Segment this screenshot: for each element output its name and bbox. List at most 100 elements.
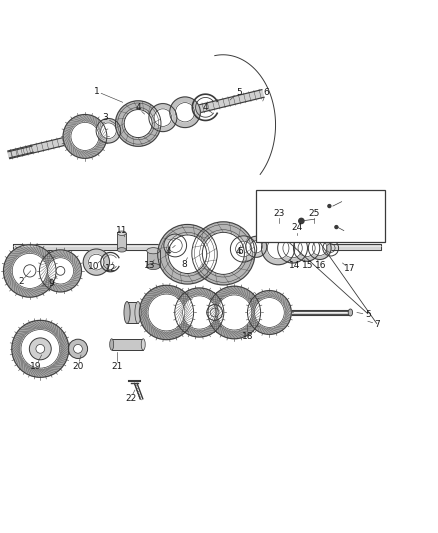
Polygon shape [308,237,331,260]
Polygon shape [88,254,104,270]
Circle shape [36,344,45,353]
Polygon shape [148,294,185,331]
Circle shape [56,266,65,275]
Polygon shape [12,253,47,288]
Ellipse shape [73,349,83,354]
Polygon shape [307,204,334,230]
Text: 22: 22 [125,394,136,403]
Text: 15: 15 [302,261,313,270]
Text: 11: 11 [116,226,127,235]
Polygon shape [139,285,194,340]
Polygon shape [149,103,177,132]
Text: 9: 9 [49,279,55,288]
Polygon shape [268,205,291,228]
Polygon shape [313,209,328,224]
Polygon shape [8,90,264,159]
Circle shape [299,219,304,223]
Polygon shape [202,232,244,274]
Polygon shape [312,241,327,255]
Ellipse shape [117,248,126,252]
Polygon shape [164,234,187,257]
Circle shape [327,204,332,208]
Ellipse shape [348,309,353,316]
Ellipse shape [147,248,160,254]
Polygon shape [254,297,284,327]
Polygon shape [21,329,60,368]
Bar [147,250,160,266]
Bar [112,339,143,350]
Text: 7: 7 [374,320,381,329]
Polygon shape [289,311,350,314]
Polygon shape [168,238,182,253]
Polygon shape [217,295,252,330]
Polygon shape [208,286,261,339]
Polygon shape [116,101,161,147]
Text: 3: 3 [102,113,108,122]
Polygon shape [207,304,223,320]
Polygon shape [246,236,267,257]
Polygon shape [8,146,34,158]
Ellipse shape [110,339,114,350]
Polygon shape [63,115,107,158]
Text: 16: 16 [315,261,326,270]
Polygon shape [124,110,152,138]
Polygon shape [175,288,224,337]
Polygon shape [168,235,207,273]
Text: 25: 25 [309,208,320,217]
Text: 10: 10 [88,262,100,271]
Polygon shape [298,239,315,257]
Text: 4: 4 [135,103,141,112]
Text: 2: 2 [18,277,24,286]
Polygon shape [210,308,219,317]
Circle shape [74,344,82,353]
Polygon shape [154,109,172,126]
Text: 4: 4 [236,247,241,256]
Text: 4: 4 [203,103,208,112]
Polygon shape [236,241,251,257]
Text: 19: 19 [30,362,42,371]
Polygon shape [261,231,295,265]
Polygon shape [278,233,307,263]
Polygon shape [293,235,320,261]
Ellipse shape [135,302,141,324]
Polygon shape [158,224,217,284]
Text: 21: 21 [112,362,123,371]
Ellipse shape [117,231,126,236]
Text: 24: 24 [291,223,303,232]
Polygon shape [96,118,120,143]
Text: 13: 13 [144,261,155,270]
Circle shape [24,265,36,277]
Text: 5: 5 [236,87,242,96]
Polygon shape [192,222,255,285]
Text: 14: 14 [289,261,300,270]
Polygon shape [267,237,289,259]
Circle shape [68,339,88,359]
Bar [117,233,126,250]
Polygon shape [183,296,216,329]
Text: 4: 4 [166,247,171,256]
Text: 17: 17 [344,264,355,273]
Polygon shape [39,250,81,292]
Polygon shape [127,310,350,314]
Polygon shape [170,97,200,127]
Bar [256,190,385,243]
Polygon shape [262,199,297,233]
Polygon shape [71,123,99,150]
Ellipse shape [147,263,160,270]
Circle shape [29,338,51,360]
Polygon shape [13,244,381,249]
Polygon shape [47,258,74,284]
Polygon shape [12,320,69,377]
Polygon shape [230,236,257,262]
Circle shape [334,225,339,229]
Text: 6: 6 [237,247,243,256]
Text: 5: 5 [365,310,371,319]
Polygon shape [100,123,116,139]
Polygon shape [4,245,56,297]
Text: 1: 1 [93,87,99,96]
Polygon shape [283,238,302,258]
Text: 8: 8 [181,260,187,269]
Bar [127,302,138,324]
Text: 20: 20 [72,362,84,371]
Polygon shape [247,290,291,334]
